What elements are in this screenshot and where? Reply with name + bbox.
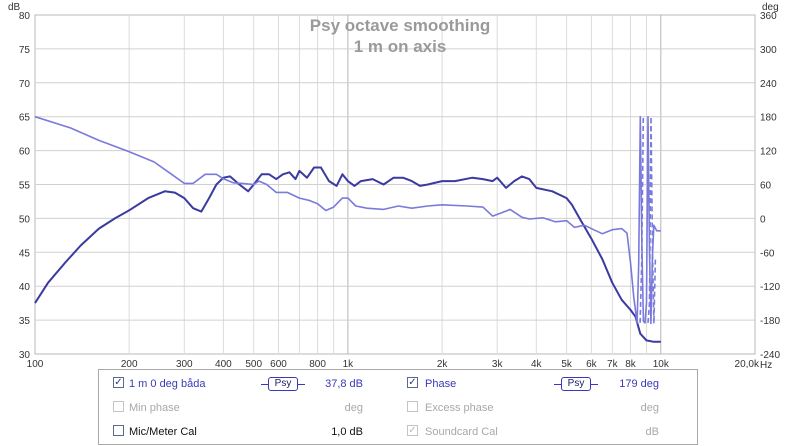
right-axis-tick-label: 60 — [760, 181, 772, 192]
spl-trace-checkbox[interactable]: ✓ — [113, 377, 124, 388]
left-axis-tick-label: 65 — [19, 113, 31, 124]
phase-label: Phase — [425, 378, 457, 390]
left-axis-tick-label: 60 — [19, 147, 31, 158]
left-axis-tick-label: 35 — [19, 316, 31, 327]
spl-trace-value: 37,8 dB — [325, 378, 363, 390]
phase-wrap-dashed-line — [647, 116, 657, 324]
left-axis-tick-label: 40 — [19, 282, 31, 293]
right-axis-tick-label: 180 — [760, 113, 777, 124]
x-axis-tick-label: 800 — [309, 359, 326, 368]
excess-phase-value: deg — [640, 402, 659, 414]
x-axis-tick-label: 400 — [215, 359, 232, 368]
soundcard-cal-checkbox[interactable]: ✓ — [407, 425, 418, 436]
x-axis-tick-label: 300 — [176, 359, 193, 368]
spl-trace-label: 1 m 0 deg båda — [129, 378, 206, 390]
mic-meter-cal-value: 1,0 dB — [331, 426, 363, 438]
phase-wrap-dashed-line — [639, 116, 645, 323]
right-axis-tick-label: -120 — [760, 282, 780, 293]
soundcard-cal-value: dB — [645, 426, 659, 438]
chart-title: Psy octave smoothing — [310, 16, 490, 35]
x-axis-tick-label: 600 — [270, 359, 287, 368]
x-axis-tick-label: 5k — [561, 359, 573, 368]
right-axis-tick-label: 360 — [760, 11, 777, 22]
grid-lines — [35, 15, 755, 354]
series-group — [34, 115, 661, 343]
x-axis-tick-label: 20,0k — [735, 359, 760, 368]
soundcard-cal-label: Soundcard Cal — [425, 426, 498, 438]
legend-row-3: Mic/Meter Cal 1,0 dB ✓ Soundcard Cal dB — [99, 420, 697, 444]
min-phase-checkbox[interactable] — [113, 401, 124, 412]
legend-row-1: ✓ 1 m 0 deg båda Psy 37,8 dB ✓ Phase Psy… — [99, 372, 697, 396]
left-axis-tick-label: 70 — [19, 79, 31, 90]
min-phase-value: deg — [344, 402, 363, 414]
x-axis-tick-label: 10k — [653, 359, 670, 368]
x-axis-tick-label: 1k — [343, 359, 355, 368]
spl-trace-line — [34, 166, 661, 343]
right-axis-tick-label: 120 — [760, 147, 777, 158]
x-axis-tick-label: 200 — [121, 359, 138, 368]
frequency-response-chart: 8075706560555045403530360300240180120600… — [8, 2, 781, 368]
x-axis-tick-label: 8k — [625, 359, 637, 368]
excess-phase-label: Excess phase — [425, 402, 494, 414]
legend-panel: ✓ 1 m 0 deg båda Psy 37,8 dB ✓ Phase Psy… — [98, 369, 698, 445]
left-axis-tick-label: 80 — [19, 11, 31, 22]
phase-checkbox[interactable]: ✓ — [407, 377, 418, 388]
right-axis-tick-label: -60 — [760, 248, 775, 259]
right-axis-unit: deg — [762, 2, 779, 13]
left-axis-tick-label: 75 — [19, 45, 31, 56]
phase-smoothing-button[interactable]: Psy — [561, 377, 591, 391]
x-axis-tick-label: 3k — [492, 359, 504, 368]
left-axis-tick-label: 30 — [19, 350, 31, 361]
x-axis-tick-label: 100 — [27, 359, 44, 368]
chart-subtitle: 1 m on axis — [354, 37, 447, 56]
mic-meter-cal-checkbox[interactable] — [113, 425, 124, 436]
right-axis-tick-label: -180 — [760, 316, 780, 327]
x-axis-tick-label: 7k — [607, 359, 619, 368]
left-axis-tick-label: 50 — [19, 214, 31, 225]
min-phase-label: Min phase — [129, 402, 180, 414]
mic-meter-cal-label: Mic/Meter Cal — [129, 426, 197, 438]
left-axis-tick-label: 55 — [19, 181, 31, 192]
x-axis-unit: Hz — [760, 360, 772, 368]
x-axis-tick-label: 500 — [245, 359, 262, 368]
right-axis-tick-label: 300 — [760, 45, 777, 56]
x-axis-tick-label: 2k — [437, 359, 449, 368]
right-axis-tick-label: 240 — [760, 79, 777, 90]
x-axis-tick-label: 6k — [586, 359, 598, 368]
phase-line — [34, 115, 661, 325]
excess-phase-checkbox[interactable] — [407, 401, 418, 412]
x-axis-tick-label: 4k — [531, 359, 543, 368]
legend-row-2: Min phase deg Excess phase deg — [99, 396, 697, 420]
spl-trace-smoothing-button[interactable]: Psy — [268, 377, 298, 391]
right-axis-tick-label: -240 — [760, 350, 780, 361]
axis-ticks: 8075706560555045403530360300240180120600… — [19, 11, 781, 368]
left-axis-unit: dB — [8, 2, 21, 13]
phase-value: 179 deg — [619, 378, 659, 390]
right-axis-tick-label: 0 — [760, 214, 766, 225]
left-axis-tick-label: 45 — [19, 248, 31, 259]
